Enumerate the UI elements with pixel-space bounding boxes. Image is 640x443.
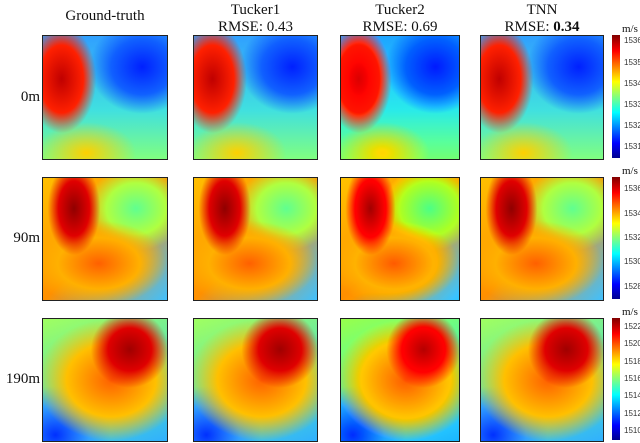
colorbar bbox=[612, 177, 620, 299]
heatmap-tnn-190m bbox=[480, 318, 604, 442]
depth-label: 190m bbox=[5, 371, 40, 387]
heatmap-ground-truth-0m bbox=[42, 35, 168, 160]
colorbar-tick: 1533 bbox=[624, 99, 640, 109]
method-name: Ground-truth bbox=[65, 8, 145, 24]
colorbar-unit: m/s bbox=[622, 165, 638, 177]
heatmap-tucker2-0m bbox=[340, 35, 460, 160]
colorbar-tick: 1514 bbox=[624, 391, 640, 401]
colorbar-tick: 1520 bbox=[624, 339, 640, 349]
colorbar-tick: 1531 bbox=[624, 142, 640, 152]
heatmap-ground-truth-190m bbox=[42, 318, 168, 442]
colorbar-tick: 1536 bbox=[624, 184, 640, 194]
heatmap-tucker2-90m bbox=[340, 177, 460, 301]
method-name: TNN bbox=[526, 2, 558, 18]
colorbar-tick: 1518 bbox=[624, 356, 640, 366]
colorbar bbox=[612, 318, 620, 440]
depth-label: 0m bbox=[20, 88, 40, 105]
rmse-value: 0.34 bbox=[553, 19, 580, 35]
column-title-3: TNN RMSE: 0.34 bbox=[467, 2, 617, 36]
heatmap-tucker2-190m bbox=[340, 318, 460, 442]
heatmap-tucker1-190m bbox=[193, 318, 318, 442]
rmse-value: 0.43 bbox=[266, 19, 293, 35]
colorbar-tick: 1532 bbox=[624, 233, 640, 242]
colorbar-tick: 1534 bbox=[624, 78, 640, 88]
colorbar-tick: 1522 bbox=[624, 321, 640, 331]
colorbar-tick: 1530 bbox=[624, 257, 640, 267]
rmse-label: RMSE: 0.69 bbox=[362, 19, 438, 35]
column-title-0: Ground-truth bbox=[30, 8, 180, 25]
heatmap-tucker1-0m bbox=[193, 35, 318, 160]
colorbar-unit: m/s bbox=[622, 23, 638, 35]
rmse-label: RMSE: 0.34 bbox=[504, 19, 580, 35]
heatmap-tnn-90m bbox=[480, 177, 604, 301]
rmse-label: RMSE: 0.43 bbox=[217, 19, 293, 35]
heatmap-tnn-0m bbox=[480, 35, 604, 160]
colorbar-tick: 1510 bbox=[624, 426, 640, 436]
colorbar-tick: 1535 bbox=[624, 57, 640, 67]
method-name: Tucker1 bbox=[230, 2, 281, 18]
colorbar-tick: 1534 bbox=[624, 208, 640, 218]
rmse-value: 0.69 bbox=[411, 19, 438, 35]
colorbar-unit: m/s bbox=[622, 306, 638, 318]
depth-label: 90m bbox=[13, 230, 40, 246]
colorbar-tick: 1516 bbox=[624, 374, 640, 383]
colorbar-tick: 1512 bbox=[624, 408, 640, 418]
colorbar-tick: 1528 bbox=[624, 281, 640, 291]
heatmap-ground-truth-90m bbox=[42, 177, 168, 301]
colorbar bbox=[612, 35, 620, 158]
colorbar-tick: 1536 bbox=[624, 36, 640, 46]
heatmap-tucker1-90m bbox=[193, 177, 318, 301]
column-title-1: Tucker1 RMSE: 0.43 bbox=[181, 2, 331, 36]
colorbar-tick: 1532 bbox=[624, 121, 640, 131]
column-title-2: Tucker2 RMSE: 0.69 bbox=[325, 2, 475, 36]
method-name: Tucker2 bbox=[375, 2, 425, 18]
